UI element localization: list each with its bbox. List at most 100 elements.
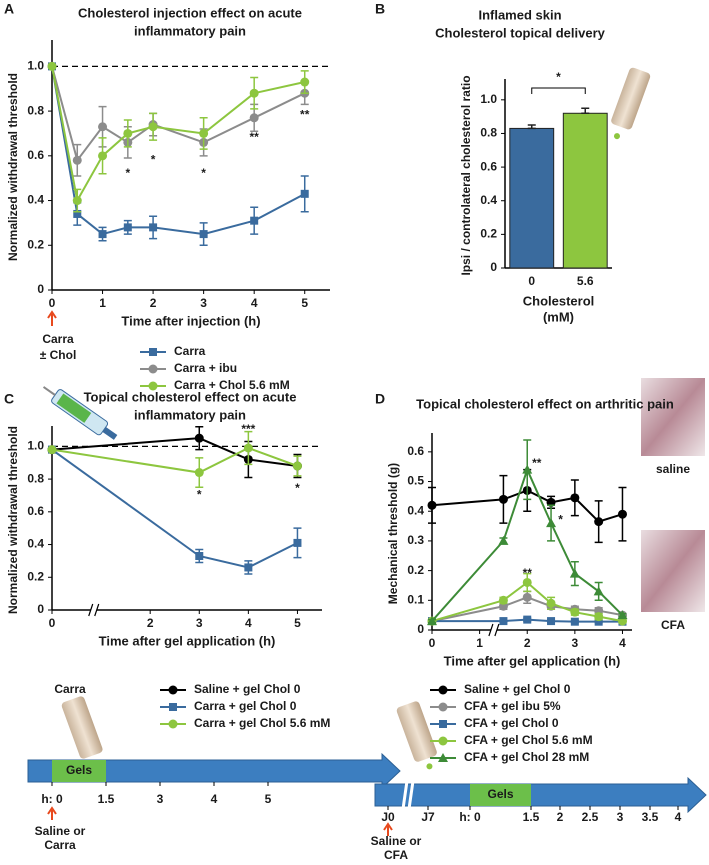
axis-break [88,603,100,617]
significance: * [558,512,563,526]
chart-title: Topical cholesterol effect on acute [84,389,297,404]
marker [438,736,448,746]
legend-label: CFA + gel ibu 5% [464,699,561,713]
y-tick-label: 0.4 [480,193,497,207]
x-tick-label: 5.6 [577,274,594,288]
chart-title: Cholesterol topical delivery [435,25,606,40]
y-tick-label: 0.4 [407,503,424,517]
y-tick-label: 0.6 [407,444,424,458]
tube-icon [61,696,103,767]
marker [499,617,508,626]
y-tick-label: 0 [37,282,44,296]
timeline-label: J7 [421,810,435,824]
y-tick-label: 0.2 [27,237,44,251]
y-tick-label: 0.6 [27,504,44,518]
series-line [51,446,298,474]
y-tick-label: 0.8 [480,126,497,140]
injection-arrow [47,310,57,326]
panel-letter: A [4,1,14,17]
axis-break [401,780,415,810]
marker [300,77,310,87]
marker [293,538,302,547]
marker [148,381,158,391]
x-tick-label: 1 [99,296,106,310]
legend-label: CFA + gel Chol 5.6 mM [464,733,593,747]
marker [522,464,533,474]
timeline-bar [374,776,707,814]
pretreatment-label: Carra [54,682,86,696]
marker [168,719,178,729]
series-line [51,437,298,467]
y-tick-label: 1.0 [27,439,44,453]
axis-break-gap [90,604,97,616]
marker [617,610,628,620]
legend-label: CFA + gel Chol 28 mM [464,750,589,764]
start-label: Saline or [35,824,86,838]
marker [73,209,82,218]
y-axis-label: Ipsi / controlateral cholesterol ratio [459,75,473,275]
timeline-label: 1.5 [98,792,115,806]
chart-title: Cholesterol injection effect on acute [78,5,302,20]
chart-title: Inflamed skin [478,7,561,22]
axis-break [488,623,500,637]
marker [569,568,580,578]
legend-label: Saline + gel Chol 0 [194,682,301,696]
x-tick-label: 0 [49,616,56,630]
marker [123,128,133,138]
panel-letter: B [375,1,385,17]
marker [168,685,178,695]
timeline-label: 5 [265,792,272,806]
marker [570,617,579,626]
gel-period [470,784,531,806]
marker [594,517,604,527]
y-tick-label: 1.0 [27,59,44,73]
marker [148,364,158,374]
y-axis-label: Mechanical threshold (g) [386,463,400,604]
image-label: CFA [661,618,685,632]
paw-photo [641,530,705,612]
timeline-label: 4 [675,810,682,824]
marker [195,552,204,560]
marker [498,535,509,545]
marker [148,122,158,132]
marker [98,151,108,161]
legend-label: Carra + gel Chol 0 [194,699,297,713]
series-line [51,66,306,236]
y-tick-label: 0.6 [480,159,497,173]
x-tick-label: 1 [476,636,483,650]
timeline-label: 3 [617,810,624,824]
significance: *** [241,422,255,436]
marker [617,509,627,519]
marker [47,445,57,455]
timeline-label: 2 [557,810,564,824]
y-tick-label: 0.2 [480,227,497,241]
y-tick-label: 0.2 [407,563,424,577]
significance: * [556,70,561,84]
marker [547,617,556,626]
marker [523,615,532,624]
chart-title: Topical cholesterol effect on arthritic … [416,396,674,411]
y-tick-label: 0.4 [27,193,44,207]
x-axis-label: Time after gel application (h) [99,633,276,648]
marker [594,612,604,622]
x-tick-label: 3 [196,616,203,630]
timeline-label: 1.5 [523,810,540,824]
significance: ** [532,456,542,470]
marker [194,468,204,478]
marker [522,577,532,587]
y-tick-label: 0.3 [407,533,424,547]
significance: ** [250,130,260,144]
marker [199,128,209,138]
significance: ** [523,566,533,580]
syringe-icon [42,386,118,440]
panel-letter: D [375,391,385,407]
x-axis-label: Time after injection (h) [121,313,260,328]
marker [438,685,448,695]
x-tick-label: 4 [245,616,252,630]
gel-label: Gels [487,787,513,801]
marker [72,196,82,206]
y-tick-label: 0 [490,260,497,274]
legend-label: Carra [174,344,206,358]
marker [244,563,253,572]
